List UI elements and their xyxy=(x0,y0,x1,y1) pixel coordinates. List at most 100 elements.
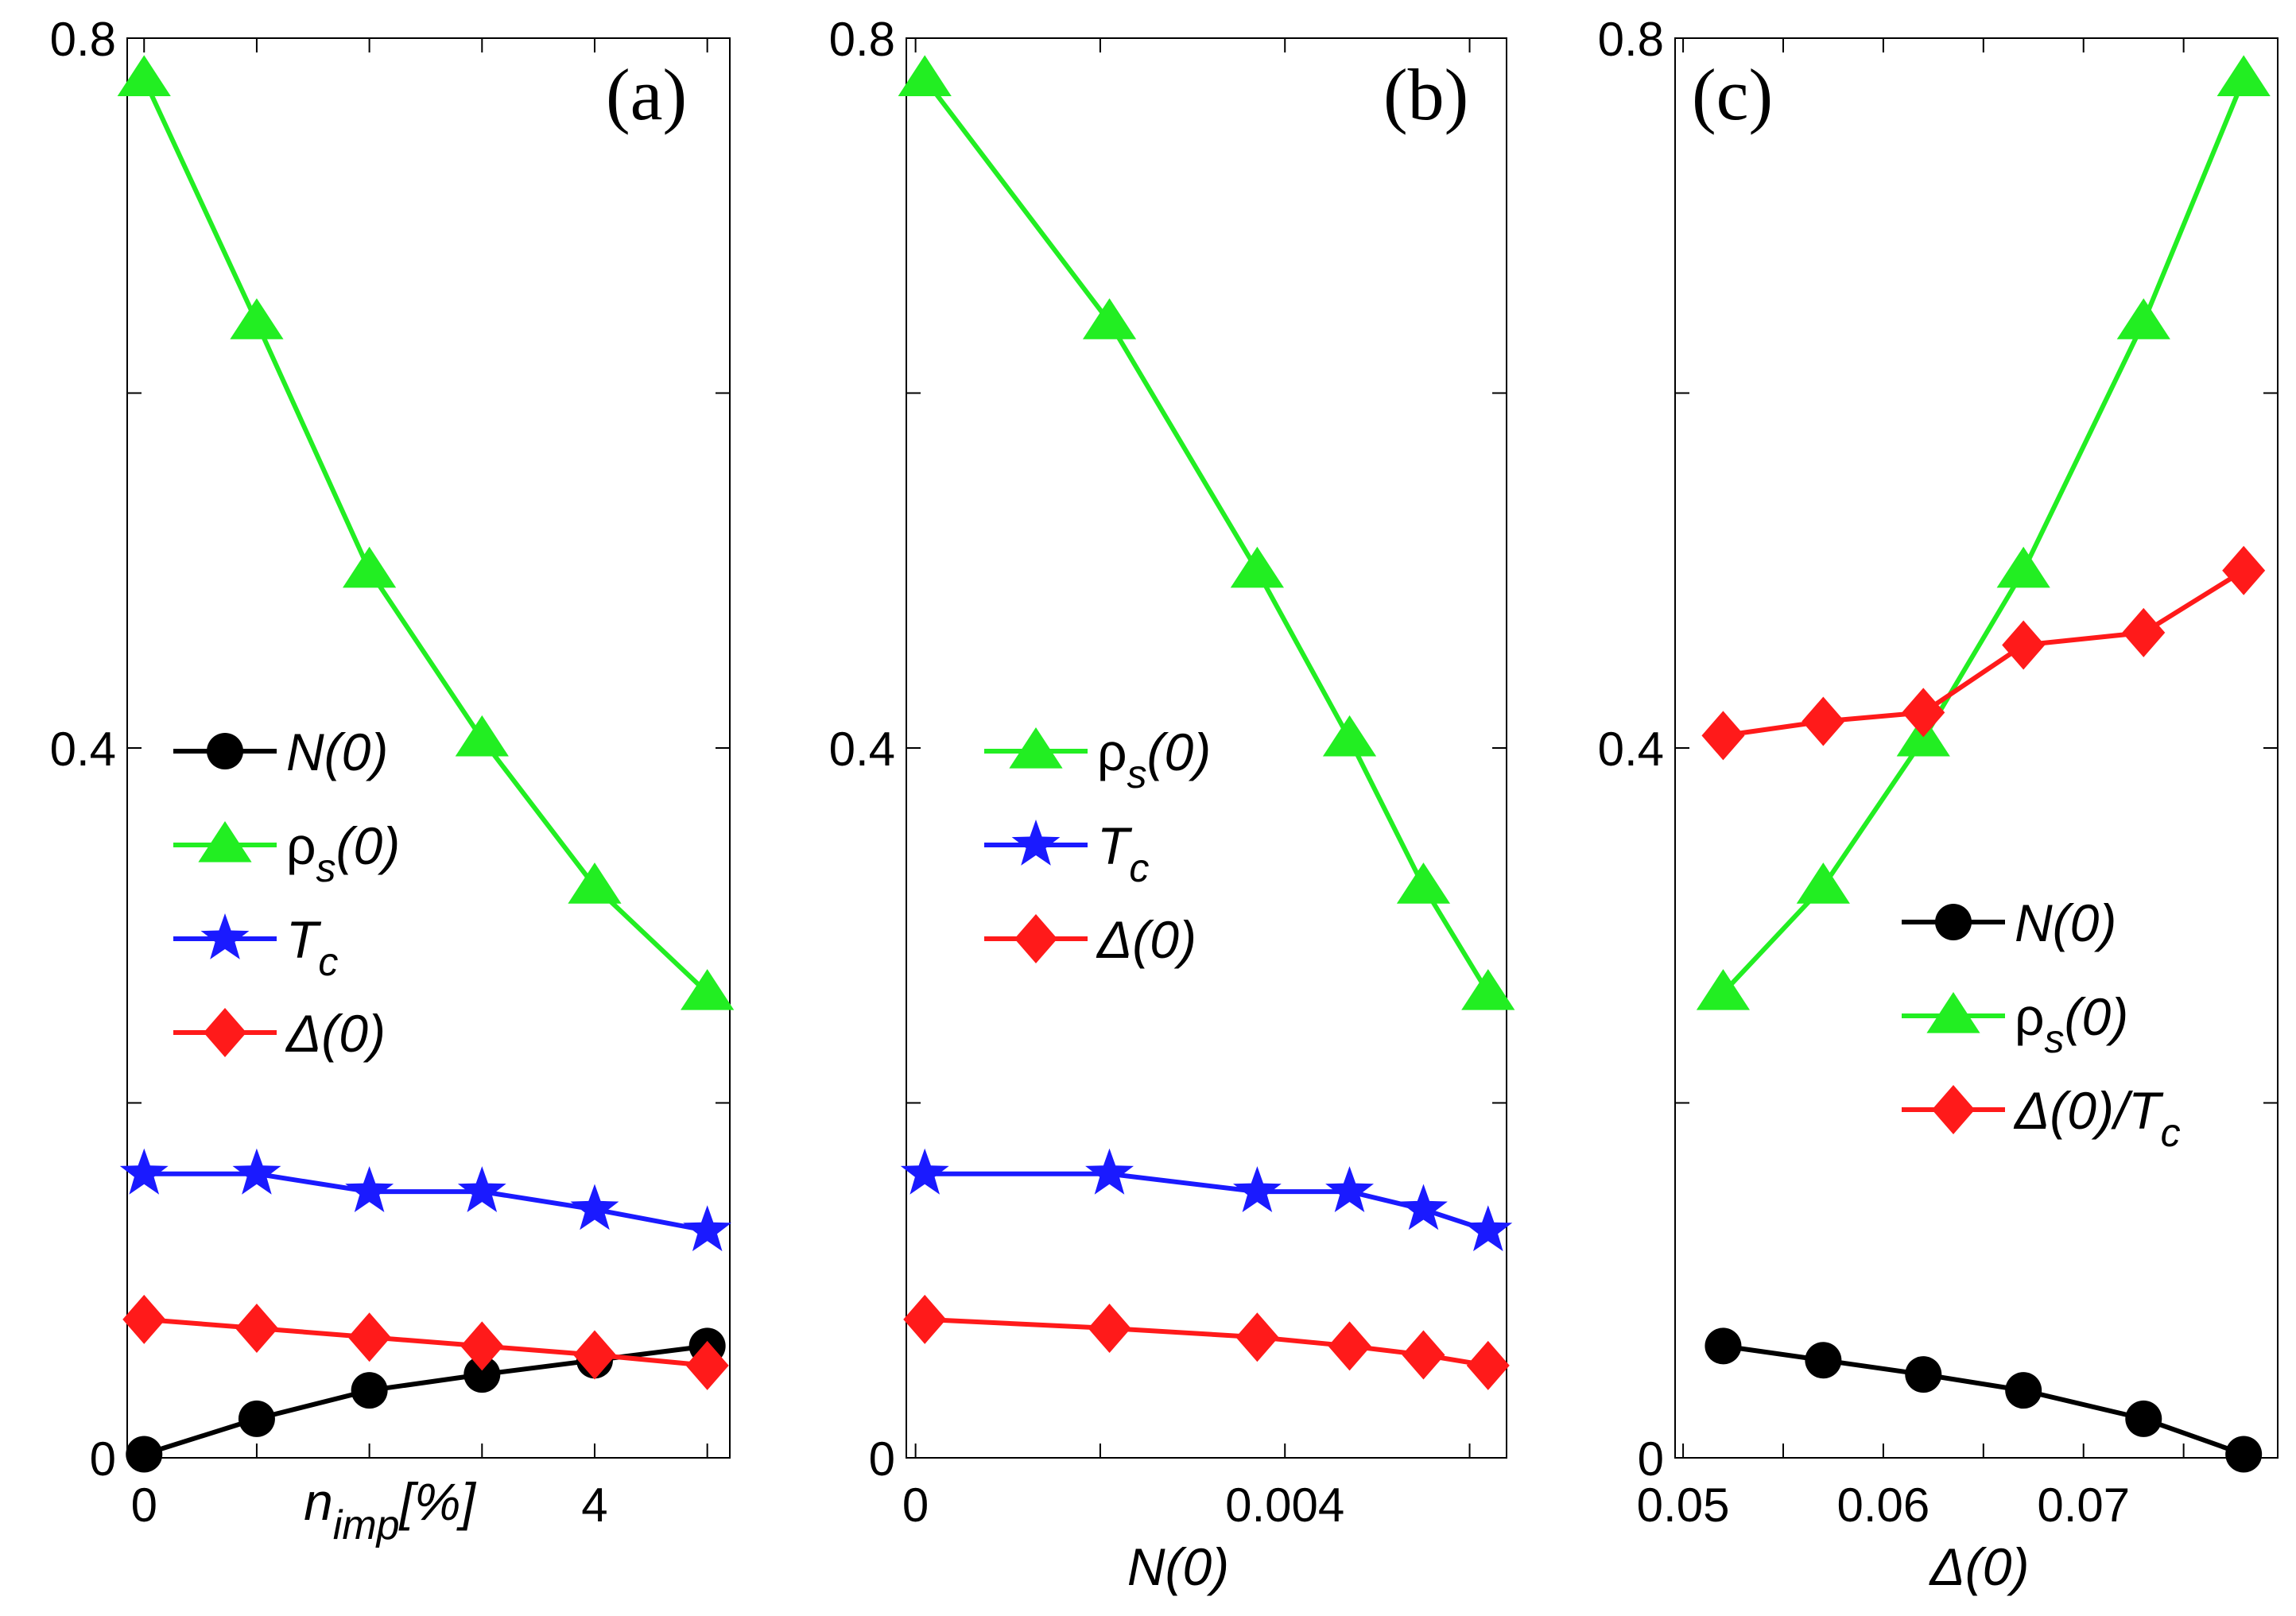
data-point-diamond xyxy=(122,1294,166,1344)
legend-entry: Δ(0) xyxy=(173,1004,386,1063)
data-point-star xyxy=(1464,1205,1513,1252)
series-N0 xyxy=(126,1327,726,1473)
data-point-star xyxy=(1085,1148,1134,1195)
y-tick-label: 0 xyxy=(869,1432,895,1486)
series-Tc xyxy=(900,1148,1513,1252)
x-tick-label: 4 xyxy=(581,1478,607,1532)
legend-entry: N(0) xyxy=(173,723,388,781)
x-tick-label: 0.05 xyxy=(1637,1478,1730,1532)
data-point-circle xyxy=(2125,1400,2162,1437)
y-tick-label: 0.4 xyxy=(1598,723,1664,776)
data-point-circle xyxy=(2225,1436,2263,1473)
x-axis-title: N(0) xyxy=(1127,1537,1229,1596)
legend-marker xyxy=(207,733,243,769)
data-point-circle xyxy=(463,1356,501,1393)
data-point-triangle xyxy=(343,546,397,588)
data-point-diamond xyxy=(1902,688,1945,738)
data-point-star xyxy=(1399,1184,1448,1230)
legend-entry: Tc xyxy=(984,816,1149,890)
series-line xyxy=(925,1171,1489,1234)
legend-label: ρs(0) xyxy=(286,816,400,890)
y-tick-label: 0.8 xyxy=(50,13,116,66)
legend-marker xyxy=(204,1008,246,1057)
data-point-diamond xyxy=(1466,1340,1510,1390)
data-point-circle xyxy=(126,1436,163,1473)
data-point-star xyxy=(1233,1166,1282,1212)
data-point-diamond xyxy=(1402,1330,1445,1380)
legend-marker xyxy=(1935,904,1972,940)
series-line xyxy=(144,1171,708,1234)
legend-marker xyxy=(1014,914,1057,963)
legend-marker xyxy=(1009,727,1063,769)
panel-label: (a) xyxy=(606,54,687,135)
series-line xyxy=(142,78,709,995)
data-point-diamond xyxy=(1701,711,1745,761)
series-Delta xyxy=(122,1294,729,1390)
x-tick-label: 0.07 xyxy=(2037,1478,2130,1532)
data-point-circle xyxy=(1805,1342,1842,1379)
data-point-triangle xyxy=(455,715,509,757)
data-point-triangle xyxy=(898,55,952,96)
data-point-diamond xyxy=(685,1340,729,1390)
data-point-star xyxy=(119,1148,169,1195)
data-point-diamond xyxy=(2222,545,2266,595)
panel-a: 0 0.4 0.8 0 4 nimp[%] (a) N(0) ρs(0) Tc Δ(0) xyxy=(50,13,735,1548)
series-line xyxy=(143,1343,708,1457)
y-tick-label: 0.4 xyxy=(829,723,895,776)
x-tick-label: 0.004 xyxy=(1225,1478,1344,1532)
series-rho xyxy=(117,55,735,1010)
data-point-diamond xyxy=(1235,1312,1279,1362)
data-point-circle xyxy=(351,1372,388,1409)
series-line xyxy=(925,1316,1489,1368)
plot-frame xyxy=(1674,37,2279,1459)
data-point-star xyxy=(345,1166,394,1212)
data-point-diamond xyxy=(347,1312,391,1362)
legend-label: N(0) xyxy=(2015,893,2116,952)
data-point-triangle xyxy=(2116,298,2170,339)
data-point-star xyxy=(900,1148,949,1195)
data-point-triangle xyxy=(1082,298,1137,339)
data-point-diamond xyxy=(1328,1321,1371,1371)
panel-label: (b) xyxy=(1383,54,1468,135)
series-line xyxy=(1722,568,2245,738)
data-point-diamond xyxy=(235,1304,278,1354)
x-tick-label: 0 xyxy=(902,1478,929,1532)
legend-entry: ρs(0) xyxy=(984,723,1211,796)
y-tick-label: 0 xyxy=(1638,1432,1664,1486)
legend-label: Tc xyxy=(286,910,338,984)
data-point-triangle xyxy=(681,969,735,1010)
data-point-circle xyxy=(1705,1327,1742,1365)
data-point-diamond xyxy=(903,1294,947,1344)
data-point-triangle xyxy=(1696,969,1751,1010)
y-tick-label: 0.8 xyxy=(829,13,895,66)
legend-marker xyxy=(200,913,250,959)
legend-entry: ρs(0) xyxy=(1902,987,2128,1061)
series-Delta xyxy=(1701,545,2266,761)
data-point-triangle xyxy=(230,298,284,339)
legend-label: Tc xyxy=(1097,816,1149,890)
data-point-star xyxy=(683,1205,732,1252)
data-point-triangle xyxy=(1461,969,1515,1010)
panel-c: 0 0.4 0.8 0.05 0.06 0.07Δ(0) (c) N(0) ρs(0) Δ(0)/… xyxy=(1598,13,2279,1596)
legend-marker xyxy=(1932,1085,1975,1134)
series-N0 xyxy=(1705,1327,2263,1473)
data-point-circle xyxy=(2005,1372,2042,1409)
legend-entry: ρs(0) xyxy=(173,816,400,890)
data-point-circle xyxy=(1905,1356,1942,1393)
series-Tc xyxy=(119,1148,732,1252)
series-Delta xyxy=(903,1294,1510,1390)
legend-label: ρs(0) xyxy=(1097,723,1211,796)
data-point-diamond xyxy=(460,1321,504,1371)
data-point-triangle xyxy=(117,55,171,96)
data-point-diamond xyxy=(572,1330,616,1380)
data-point-triangle xyxy=(1322,715,1377,757)
legend-marker xyxy=(1011,820,1061,866)
data-point-star xyxy=(570,1184,619,1230)
x-axis-title: nimp[%] xyxy=(304,1472,477,1548)
series-rho xyxy=(1696,55,2271,1010)
series-line xyxy=(1722,1343,2245,1457)
data-point-circle xyxy=(238,1400,275,1437)
data-point-diamond xyxy=(2002,620,2046,670)
